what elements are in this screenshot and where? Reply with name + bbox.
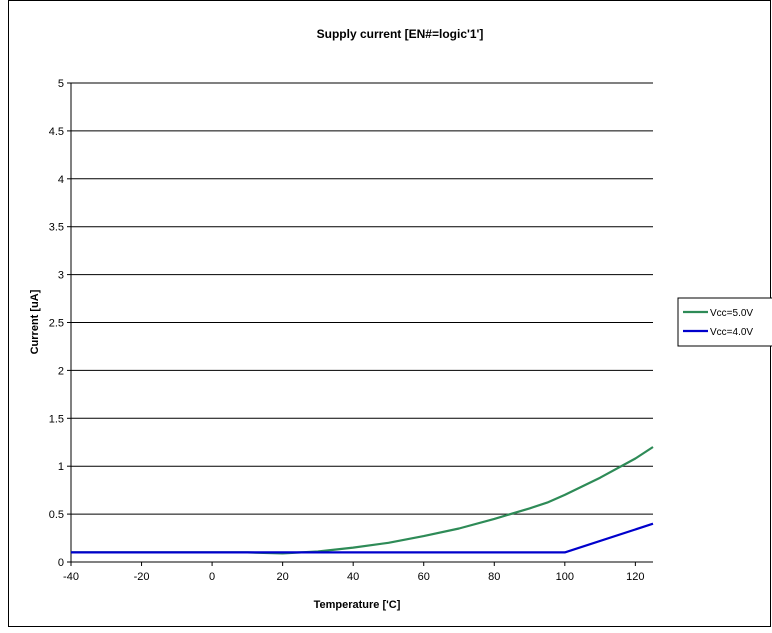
- x-axis-label: Temperature ['C]: [314, 599, 401, 611]
- y-tick-label: 1: [58, 461, 64, 473]
- y-axis-label: Current [uA]: [29, 289, 41, 354]
- y-tick-label: 2: [58, 365, 64, 377]
- x-tick-label: 40: [347, 571, 359, 583]
- x-tick-label: 120: [626, 571, 644, 583]
- y-tick-label: 0: [58, 557, 64, 569]
- y-tick-label: 3.5: [49, 222, 64, 234]
- x-tick-label: 0: [209, 571, 215, 583]
- y-tick-label: 2.5: [49, 318, 64, 330]
- chart-title: Supply current [EN#=logic'1']: [317, 27, 484, 41]
- x-tick-label: 60: [418, 571, 430, 583]
- plot-area: 0 0.5 1 1.5 2 2.5 3 3.5 4 4.5 5 -40 -20 0 20 40 60 80 100 1…: [49, 78, 654, 583]
- y-tick-label: 5: [58, 78, 64, 90]
- y-tick-label: 4.5: [49, 126, 64, 138]
- legend-label-2: Vcc=4.0V: [710, 327, 753, 338]
- x-tick-label: 80: [488, 571, 500, 583]
- x-tick-label: -20: [134, 571, 150, 583]
- y-tick-label: 1.5: [49, 413, 64, 425]
- x-tick-label: 20: [277, 571, 289, 583]
- x-tick-label: 100: [556, 571, 574, 583]
- y-tick-label: 3: [58, 270, 64, 282]
- x-tick-label: -40: [63, 571, 79, 583]
- series-line-2: [71, 522, 654, 554]
- legend: Vcc=5.0V Vcc=4.0V: [677, 297, 772, 347]
- y-tick-label: 4: [58, 174, 64, 186]
- y-tick-label: 0.5: [49, 509, 64, 521]
- legend-label-1: Vcc=5.0V: [710, 308, 753, 319]
- legend-box: [677, 297, 772, 347]
